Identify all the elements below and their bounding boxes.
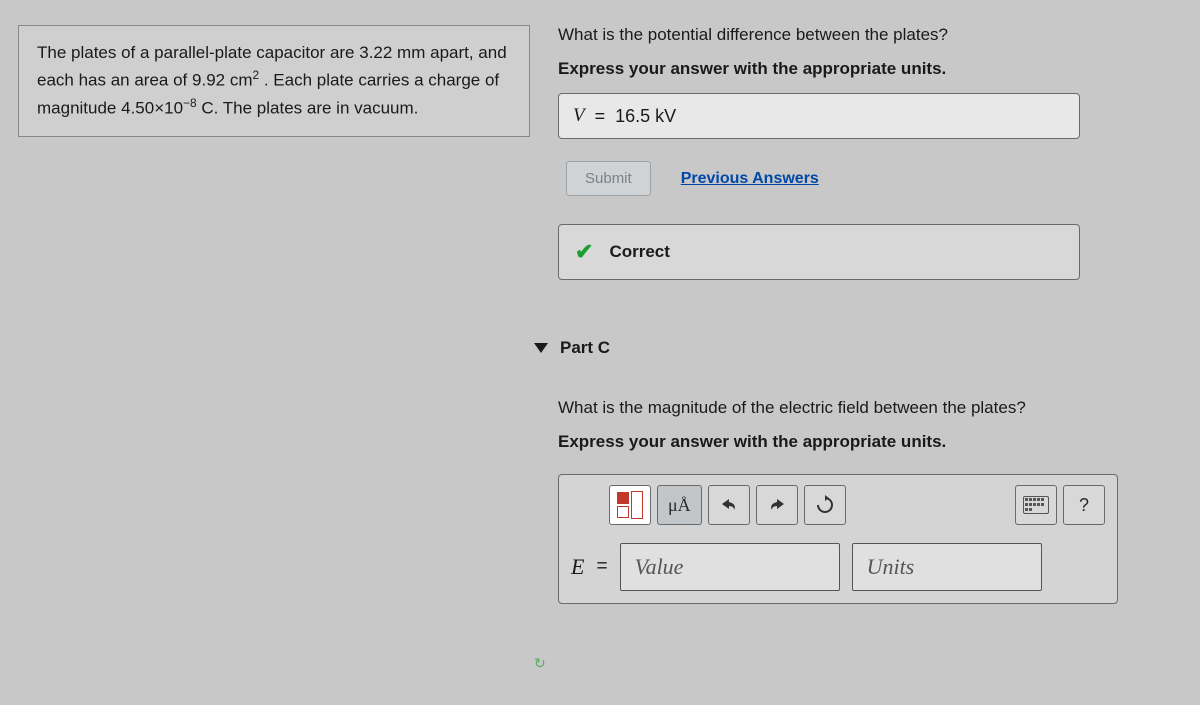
partb-answer-eq: = — [595, 106, 606, 127]
reload-icon[interactable]: ↻ — [534, 655, 546, 672]
partc-eq-sign: = — [596, 556, 607, 578]
partc-header[interactable]: Part C — [534, 338, 1190, 358]
special-chars-button[interactable]: μÅ — [657, 485, 702, 525]
submit-button[interactable]: Submit — [566, 161, 651, 196]
partc-title: Part C — [560, 338, 610, 358]
toolbar: μÅ ? — [571, 485, 1105, 525]
problem-charge-exp: −8 — [183, 96, 197, 110]
check-icon: ✔ — [575, 239, 593, 265]
partc-question: What is the magnitude of the electric fi… — [558, 398, 1190, 418]
previous-answers-link[interactable]: Previous Answers — [681, 170, 819, 188]
partc-eq-var: E — [571, 554, 584, 580]
partb-question: What is the potential difference between… — [558, 25, 1190, 45]
reset-button[interactable] — [804, 485, 846, 525]
correct-label: Correct — [609, 242, 669, 262]
partb-answer-value: 16.5 kV — [615, 106, 676, 127]
redo-button[interactable] — [756, 485, 798, 525]
collapse-icon[interactable] — [534, 343, 548, 353]
undo-button[interactable] — [708, 485, 750, 525]
answer-entry-box: μÅ ? ↻ E = Value — [558, 474, 1118, 604]
problem-charge-unit: C — [197, 99, 214, 118]
problem-area-val: 9.92 cm — [192, 71, 252, 90]
correct-feedback: ✔ Correct — [558, 224, 1080, 280]
help-button[interactable]: ? — [1063, 485, 1105, 525]
partb-answer-box: V = 16.5 kV — [558, 93, 1080, 139]
keyboard-button[interactable] — [1015, 485, 1057, 525]
value-input[interactable]: Value — [620, 543, 840, 591]
partb-answer-var: V — [573, 105, 585, 127]
problem-text-pre: The plates of a parallel-plate capacitor… — [37, 43, 359, 62]
problem-gap: 3.22 mm — [359, 43, 425, 62]
partb-instruction: Express your answer with the appropriate… — [558, 59, 1190, 79]
partc-instruction: Express your answer with the appropriate… — [558, 432, 1190, 452]
problem-charge-pre: 4.50×10 — [121, 99, 183, 118]
problem-statement: The plates of a parallel-plate capacitor… — [18, 25, 530, 137]
template-tool-button[interactable] — [609, 485, 651, 525]
units-input[interactable]: Units — [852, 543, 1042, 591]
problem-text-end: . The plates are in vacuum. — [214, 99, 419, 118]
